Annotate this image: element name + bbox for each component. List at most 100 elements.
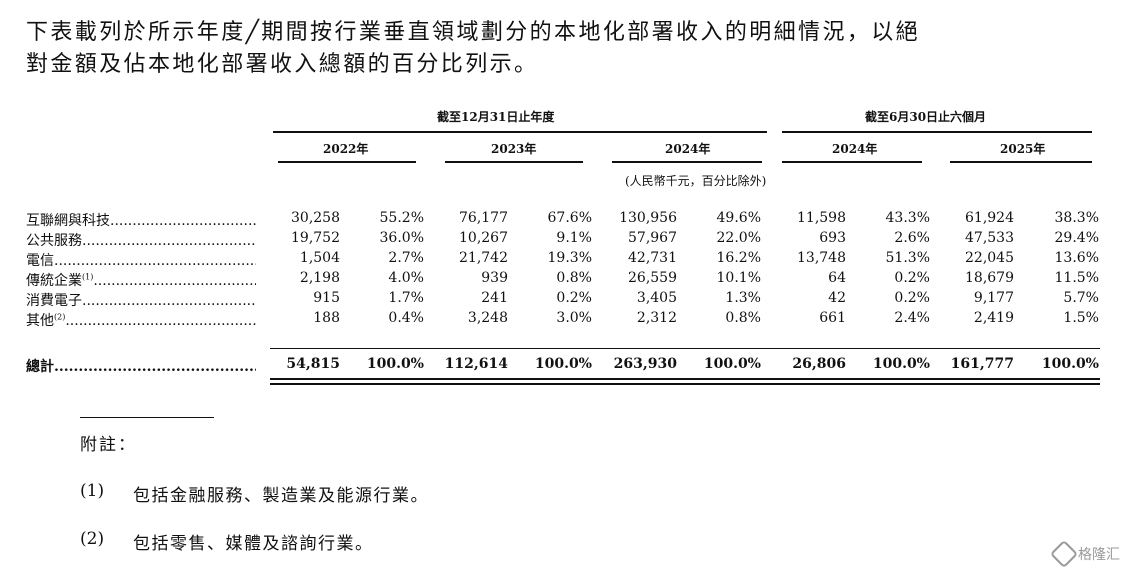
- table-cell: 3,248: [467, 310, 508, 326]
- table-cell: 13,748: [797, 250, 846, 266]
- table-cell: 47,533: [965, 230, 1014, 246]
- row-label: 公共服務....................................…: [26, 230, 256, 250]
- table-cell: 2.6%: [894, 230, 930, 246]
- table-cell: 1.7%: [388, 290, 424, 306]
- year-underline: [445, 161, 583, 163]
- table-cell: 130,956: [619, 210, 677, 226]
- row-label-text: 其他: [26, 313, 54, 329]
- row-label-text: 總計: [26, 359, 54, 375]
- year-header: 2023年: [491, 142, 537, 156]
- table-cell: 5.7%: [1063, 290, 1099, 306]
- table-cell: 43.3%: [885, 210, 930, 226]
- row-label-text: 電信: [26, 253, 54, 269]
- table-cell: 22.0%: [716, 230, 761, 246]
- table-cell: 57,967: [628, 230, 677, 246]
- row-label-text: 互聯網與科技: [26, 213, 110, 229]
- table-cell: 11.5%: [1054, 270, 1099, 286]
- footnote-marker: (1): [82, 272, 94, 282]
- table-cell: 0.8%: [556, 270, 592, 286]
- notes-divider: [80, 417, 214, 418]
- table-cell: 19.3%: [547, 250, 592, 266]
- year-underline: [782, 161, 922, 163]
- leader-dots: ........................................…: [93, 273, 256, 289]
- notes-title: 附註：: [80, 435, 137, 455]
- table-cell: 241: [481, 290, 508, 306]
- table-cell: 18,679: [965, 270, 1014, 286]
- year-header: 2022年: [323, 142, 369, 156]
- row-label: 傳統企業(1).................................…: [26, 270, 256, 290]
- note-number: (2): [80, 529, 105, 549]
- table-cell: 49.6%: [716, 210, 761, 226]
- total-cell: 100.0%: [1041, 356, 1099, 372]
- note-text: 包括零售、媒體及諮詢行業。: [133, 534, 374, 554]
- footnote-marker: (2): [54, 312, 66, 322]
- table-cell: 67.6%: [547, 210, 592, 226]
- table-cell: 3,405: [636, 290, 677, 306]
- table-cell: 26,559: [628, 270, 677, 286]
- year-header: 2024年: [665, 142, 711, 156]
- table-cell: 661: [819, 310, 846, 326]
- table-cell: 0.2%: [894, 290, 930, 306]
- table-cell: 11,598: [797, 210, 846, 226]
- group-header-six-months: 截至6月30日止六個月: [865, 110, 987, 124]
- leader-dots: ........................................…: [54, 359, 256, 375]
- total-cell: 100.0%: [872, 356, 930, 372]
- table-cell: 64: [828, 270, 846, 286]
- table-cell: 2,419: [973, 310, 1014, 326]
- row-label: 消費電子....................................…: [26, 290, 256, 310]
- table-cell: 36.0%: [379, 230, 424, 246]
- note-text: 包括金融服務、製造業及能源行業。: [133, 486, 429, 506]
- year-underline: [950, 161, 1092, 163]
- total-cell: 263,930: [613, 356, 677, 372]
- table-cell: 1.3%: [725, 290, 761, 306]
- leader-dots: ........................................…: [82, 293, 256, 309]
- year-header: 2025年: [1000, 142, 1046, 156]
- table-cell: 29.4%: [1054, 230, 1099, 246]
- table-cell: 2,198: [299, 270, 340, 286]
- row-label-text: 傳統企業: [26, 273, 82, 289]
- table-cell: 13.6%: [1054, 250, 1099, 266]
- table-cell: 19,752: [291, 230, 340, 246]
- leader-dots: ........................................…: [110, 213, 256, 229]
- table-cell: 10.1%: [716, 270, 761, 286]
- total-row-label: 總計......................................…: [26, 356, 256, 376]
- group-underline-annual: [273, 131, 767, 133]
- leader-dots: ........................................…: [65, 313, 256, 329]
- gelonghui-logo-icon: [1049, 539, 1079, 568]
- table-cell: 55.2%: [379, 210, 424, 226]
- row-label: 其他(2)...................................…: [26, 310, 256, 330]
- table-cell: 9.1%: [556, 230, 592, 246]
- table-cell: 2,312: [636, 310, 677, 326]
- total-cell: 100.0%: [703, 356, 761, 372]
- row-label-text: 消費電子: [26, 293, 82, 309]
- table-cell: 2.7%: [388, 250, 424, 266]
- table-cell: 51.3%: [885, 250, 930, 266]
- intro-line-1: 下表載列於所示年度╱期間按行業垂直領域劃分的本地化部署收入的明細情況，以絕: [26, 20, 921, 45]
- total-double-rule-1: [270, 378, 1100, 380]
- table-cell: 38.3%: [1054, 210, 1099, 226]
- table-cell: 76,177: [459, 210, 508, 226]
- table-cell: 61,924: [965, 210, 1014, 226]
- year-underline: [278, 161, 416, 163]
- table-cell: 0.8%: [725, 310, 761, 326]
- table-cell: 42: [828, 290, 846, 306]
- table-cell: 42,731: [628, 250, 677, 266]
- table-cell: 0.2%: [894, 270, 930, 286]
- total-cell: 54,815: [286, 356, 340, 372]
- table-cell: 16.2%: [716, 250, 761, 266]
- table-cell: 9,177: [973, 290, 1014, 306]
- table-cell: 10,267: [459, 230, 508, 246]
- total-double-rule-2: [270, 383, 1100, 385]
- watermark: 格隆汇: [1049, 539, 1120, 568]
- table-cell: 30,258: [291, 210, 340, 226]
- table-cell: 188: [313, 310, 340, 326]
- leader-dots: ........................................…: [54, 253, 256, 269]
- table-cell: 915: [313, 290, 340, 306]
- year-underline: [612, 161, 762, 163]
- total-cell: 100.0%: [366, 356, 424, 372]
- table-cell: 693: [819, 230, 846, 246]
- table-cell: 4.0%: [388, 270, 424, 286]
- row-label: 電信......................................…: [26, 250, 256, 270]
- total-cell: 100.0%: [534, 356, 592, 372]
- table-cell: 0.2%: [556, 290, 592, 306]
